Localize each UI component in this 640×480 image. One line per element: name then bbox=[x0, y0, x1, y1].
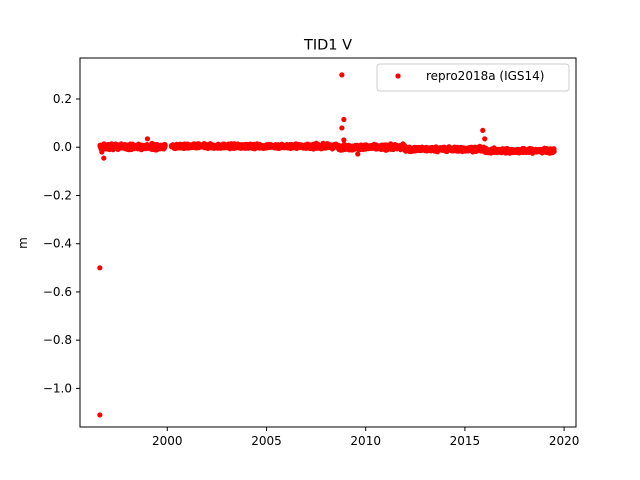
legend-marker bbox=[395, 73, 401, 79]
data-point bbox=[144, 136, 151, 142]
y-tick-label: −0.8 bbox=[43, 333, 72, 347]
y-tick-label: 0.0 bbox=[53, 140, 72, 154]
data-point bbox=[480, 127, 486, 133]
data-point bbox=[551, 148, 557, 155]
data-point bbox=[355, 151, 361, 157]
data-point bbox=[162, 142, 168, 148]
y-tick-label: 0.2 bbox=[53, 92, 72, 106]
y-axis-label: m bbox=[16, 237, 30, 249]
legend-label: repro2018a (IGS14) bbox=[426, 69, 544, 83]
data-point bbox=[339, 72, 345, 78]
y-tick-label: −0.4 bbox=[43, 237, 72, 251]
y-axis-ticks: −1.0 −0.8 −0.6 −0.4 −0.2 0.0 0.2 bbox=[43, 92, 80, 395]
data-point bbox=[339, 125, 345, 131]
data-point bbox=[97, 412, 103, 418]
data-point bbox=[97, 265, 103, 271]
chart-title: TID1 V bbox=[303, 38, 352, 54]
x-tick-label: 2020 bbox=[549, 434, 580, 448]
y-tick-label: −0.6 bbox=[43, 285, 72, 299]
x-tick-label: 2010 bbox=[350, 434, 381, 448]
legend: repro2018a (IGS14) bbox=[376, 63, 570, 92]
x-axis-ticks: 2000 2005 2010 2015 2020 bbox=[152, 427, 579, 448]
data-points bbox=[97, 72, 557, 418]
x-tick-label: 2000 bbox=[152, 434, 183, 448]
data-point bbox=[101, 155, 107, 161]
data-point bbox=[341, 116, 347, 123]
plot-frame bbox=[79, 57, 577, 428]
data-point bbox=[99, 149, 105, 155]
data-point bbox=[341, 137, 347, 143]
legend-box bbox=[376, 63, 570, 92]
x-tick-label: 2005 bbox=[251, 434, 282, 448]
data-point bbox=[482, 136, 488, 142]
x-tick-label: 2015 bbox=[450, 434, 481, 448]
y-tick-label: −1.0 bbox=[43, 381, 72, 395]
y-tick-label: −0.2 bbox=[43, 188, 72, 202]
